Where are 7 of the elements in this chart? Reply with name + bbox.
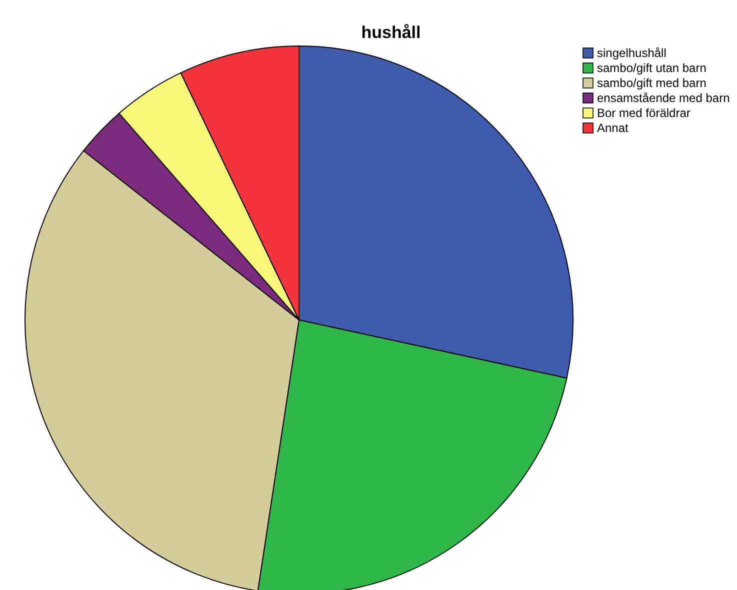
legend-label: Bor med föräldrar bbox=[597, 106, 690, 120]
legend-label: singelhushåll bbox=[597, 46, 666, 60]
chart-title: hushåll bbox=[361, 23, 421, 42]
legend-label: Annat bbox=[597, 121, 630, 135]
legend-label: ensamstående med barn bbox=[597, 91, 730, 105]
legend-label: sambo/gift med barn bbox=[597, 76, 706, 90]
legend-label: sambo/gift utan barn bbox=[597, 61, 706, 75]
